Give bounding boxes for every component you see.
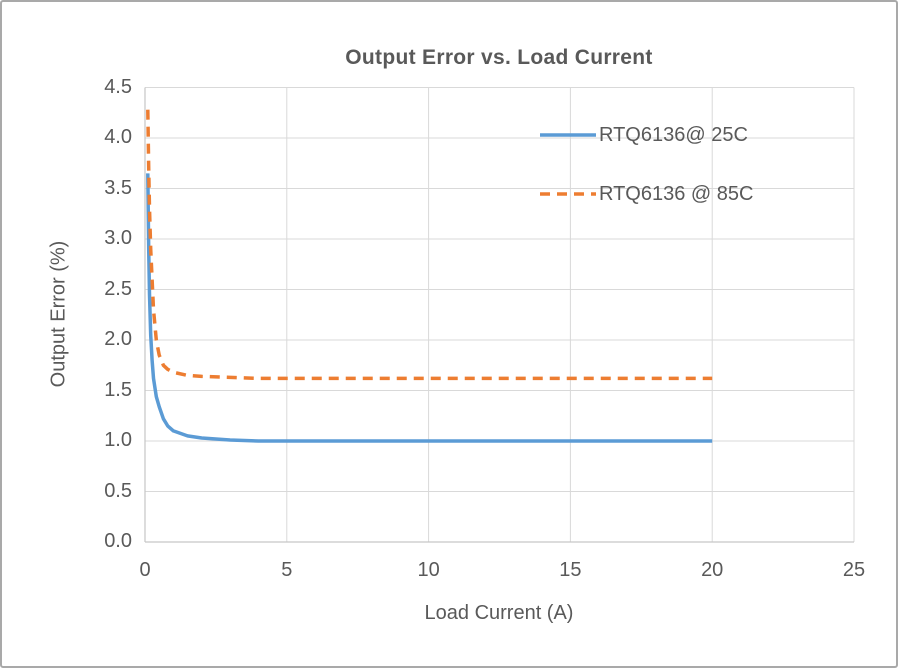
- legend-dashed-line-icon: [540, 192, 596, 196]
- legend-label: RTQ6136@ 25C: [599, 123, 748, 146]
- y-tick-label: 1.0: [104, 429, 132, 451]
- y-tick-label: 3.5: [104, 176, 132, 199]
- y-tick-label: 0.0: [104, 530, 132, 552]
- x-tick-label: 15: [559, 559, 582, 581]
- y-tick-label: 4.0: [104, 126, 132, 148]
- series-line-85c: [146, 109, 713, 381]
- x-tick-label: 0: [139, 559, 151, 581]
- x-tick-label: 5: [281, 559, 293, 581]
- y-axis-title: Output Error (%): [47, 240, 70, 388]
- legend-solid-line-icon: [540, 133, 596, 137]
- legend-label: RTQ6136 @ 85C: [599, 182, 754, 205]
- y-tick-label: 3.0: [104, 227, 132, 249]
- x-tick-label: 20: [701, 559, 724, 581]
- x-axis-title: Load Current (A): [424, 602, 574, 624]
- chart-title: Output Error vs. Load Current: [345, 46, 653, 69]
- legend-item: RTQ6136 @ 85C: [540, 180, 753, 208]
- y-tick-label: 4.5: [104, 75, 132, 98]
- series-line-25c: [146, 173, 713, 443]
- legend-item: RTQ6136@ 25C: [540, 121, 753, 149]
- y-tick-label: 0.5: [104, 479, 132, 502]
- y-tick-label: 2.0: [104, 328, 132, 350]
- y-tick-label: 2.5: [104, 277, 132, 300]
- x-tick-label: 10: [417, 559, 440, 581]
- x-tick-label: 25: [842, 559, 866, 581]
- y-tick-label: 1.5: [104, 378, 132, 401]
- legend: RTQ6136@ 25C RTQ6136 @ 85C: [540, 121, 753, 239]
